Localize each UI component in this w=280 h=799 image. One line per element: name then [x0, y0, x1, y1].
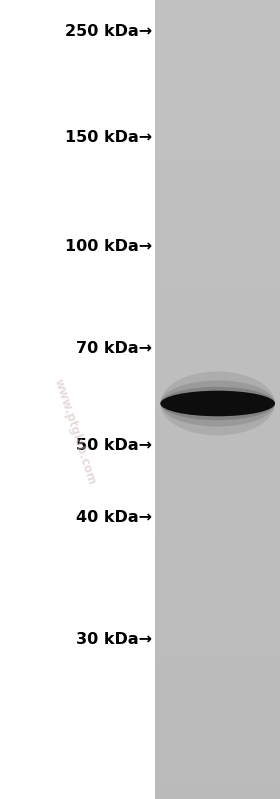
- Text: 100 kDa→: 100 kDa→: [65, 239, 152, 253]
- Ellipse shape: [160, 387, 275, 420]
- Ellipse shape: [160, 372, 275, 435]
- Ellipse shape: [160, 391, 275, 416]
- Ellipse shape: [160, 380, 275, 427]
- Text: 50 kDa→: 50 kDa→: [76, 439, 152, 453]
- Text: 250 kDa→: 250 kDa→: [65, 25, 152, 39]
- Text: 150 kDa→: 150 kDa→: [65, 130, 152, 145]
- Text: www.ptglab.com: www.ptglab.com: [51, 376, 98, 487]
- Text: 40 kDa→: 40 kDa→: [76, 511, 152, 525]
- Text: 70 kDa→: 70 kDa→: [76, 341, 152, 356]
- Text: 30 kDa→: 30 kDa→: [76, 632, 152, 646]
